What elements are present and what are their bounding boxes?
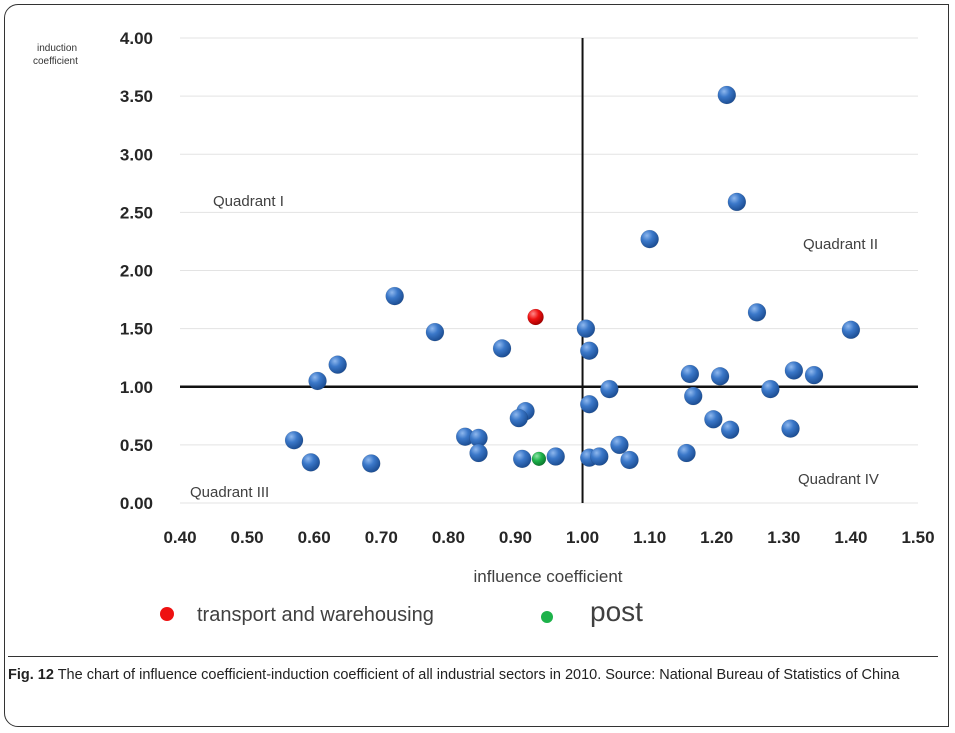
data-point-s0-6: [425, 322, 445, 342]
data-point-s0-14: [710, 367, 730, 386]
gridlines: [180, 37, 918, 504]
data-point-s0-21: [509, 408, 529, 428]
data-point-s0-8: [576, 319, 596, 338]
data-point-s0-27: [284, 430, 304, 450]
legend: transport and warehousing post: [160, 596, 643, 627]
legend-marker-transport: [160, 607, 174, 621]
x-tick-label-7: 1.10: [633, 528, 666, 547]
y-tick-label-5: 2.50: [120, 203, 153, 222]
legend-label-transport: transport and warehousing: [197, 604, 434, 626]
x-tick-label-11: 1.50: [901, 528, 934, 547]
data-point-s0-31: [301, 453, 321, 472]
data-point-s0-5: [385, 286, 404, 306]
x-tick-label-4: 0.80: [432, 528, 465, 547]
caption-label: Fig. 12: [8, 667, 54, 683]
data-point-s0-28: [610, 435, 629, 455]
data-point-s0-0: [717, 85, 737, 105]
data-point-s0-37: [620, 450, 639, 470]
reference-lines: [180, 38, 918, 503]
caption-text: The chart of influence coefficient-induc…: [53, 667, 900, 683]
y-tick-label-0: 0.00: [120, 494, 153, 513]
data-point-s0-17: [761, 379, 780, 399]
x-tick-label-8: 1.20: [700, 528, 733, 547]
x-tick-label-9: 1.30: [767, 528, 800, 547]
data-point-s0-12: [600, 379, 619, 399]
x-axis-label: influence coefficient: [473, 567, 622, 586]
y-axis-label-line1: induction: [37, 43, 77, 54]
data-point-s0-13: [680, 364, 700, 384]
x-tick-label-1: 0.50: [231, 528, 264, 547]
data-point-s0-2: [640, 229, 659, 249]
legend-label-post: post: [590, 596, 643, 627]
data-point-s0-1: [727, 192, 747, 212]
figure-caption: Fig. 12 The chart of influence coefficie…: [8, 656, 938, 685]
data-point-s0-9: [580, 341, 599, 360]
data-point-s0-19: [580, 394, 599, 414]
y-tick-labels: 0.00 0.50 1.00 1.50 2.00 2.50 3.00 3.50 4.00: [120, 29, 153, 513]
y-tick-label-4: 2.00: [120, 262, 153, 281]
data-point-s0-15: [784, 361, 804, 380]
data-point-s0-10: [328, 355, 347, 374]
x-tick-labels: 0.40 0.50 0.60 0.70 0.80 0.90 1.00 1.10 1.20 1.30…: [163, 528, 934, 547]
data-point-s0-4: [841, 320, 861, 340]
y-tick-label-1: 0.50: [120, 436, 153, 455]
x-tick-label-6: 1.00: [566, 528, 599, 547]
data-point-s0-3: [747, 303, 767, 322]
data-point-s0-24: [781, 419, 800, 438]
y-tick-label-3: 1.50: [120, 320, 153, 339]
data-point-s0-30: [677, 443, 696, 463]
data-point-s0-7: [492, 339, 512, 358]
x-tick-label-5: 0.90: [499, 528, 532, 547]
y-axis-label-line2: coefficient: [33, 56, 78, 67]
data-point-s0-34: [546, 447, 565, 466]
x-tick-label-3: 0.70: [365, 528, 398, 547]
y-tick-label-7: 3.50: [120, 87, 153, 106]
data-point-s0-18: [683, 386, 703, 406]
data-point-s0-22: [704, 410, 723, 429]
y-tick-label-2: 1.00: [120, 378, 153, 397]
data-point-s0-29: [469, 443, 488, 463]
y-tick-label-6: 3.00: [120, 145, 153, 164]
quadrant-2-label: Quadrant II: [803, 236, 878, 253]
quadrant-4-label: Quadrant IV: [798, 471, 879, 488]
data-point-s0-36: [590, 447, 609, 466]
y-tick-label-8: 4.00: [120, 29, 153, 48]
data-point-s0-11: [308, 371, 327, 391]
data-point-s0-33: [512, 449, 532, 469]
data-point-s2-0: [531, 451, 547, 467]
data-point-s1-0: [527, 308, 544, 326]
data-points: [284, 85, 861, 473]
data-point-s0-16: [804, 365, 824, 385]
scatter-chart: 0.00 0.50 1.00 1.50 2.00 2.50 3.00 3.50 4.00 0.4…: [33, 29, 935, 627]
x-tick-label-10: 1.40: [834, 528, 867, 547]
quadrant-3-label: Quadrant III: [190, 484, 269, 501]
x-tick-label-2: 0.60: [298, 528, 331, 547]
x-tick-label-0: 0.40: [163, 528, 196, 547]
data-point-s0-32: [361, 454, 381, 473]
legend-marker-post: [541, 611, 553, 623]
quadrant-1-label: Quadrant I: [213, 193, 284, 210]
data-point-s0-23: [720, 420, 740, 440]
